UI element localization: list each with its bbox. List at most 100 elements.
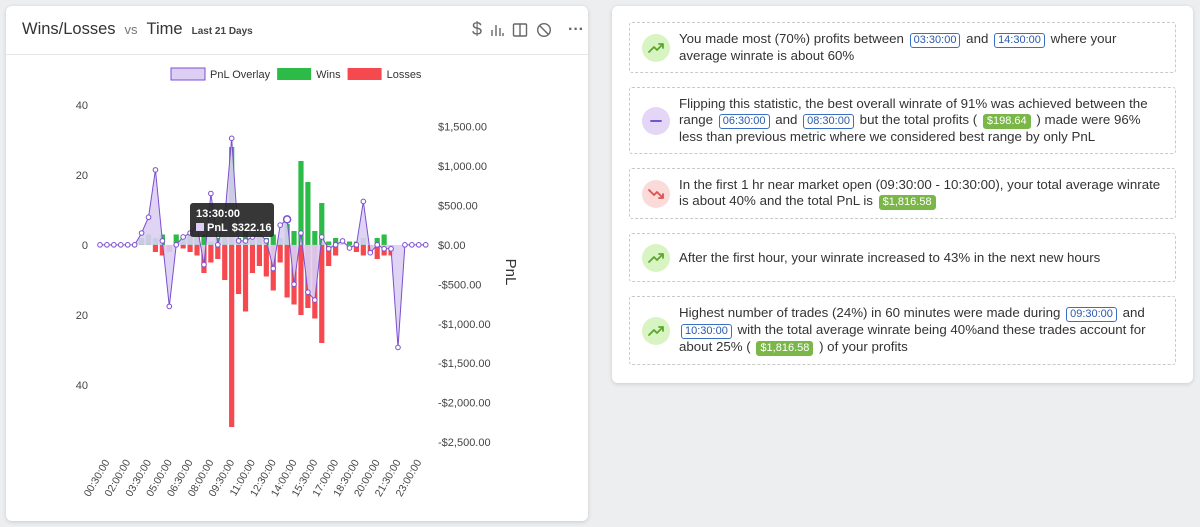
- y2-tick-label: -$1,000.00: [438, 319, 491, 331]
- pnl-marker: [235, 238, 242, 244]
- legend-label: PnL Overlay: [210, 69, 271, 81]
- bar: [173, 234, 179, 245]
- pnl-marker: [117, 242, 124, 248]
- chart-card: 40 20 0 20 40 $1,500.00 $1,000.00 $500.00 $0.00 -…: [6, 6, 588, 521]
- card-header: Wins/Losses vs Time Last 21 Days: [22, 20, 253, 39]
- pnl-marker: [138, 230, 145, 236]
- insight-list: You made most (70%) profits between 03:3…: [629, 22, 1176, 365]
- insight: You made most (70%) profits between 03:3…: [629, 22, 1176, 73]
- toolbar: $ ···: [472, 19, 584, 40]
- y2-tick-label: $0.00: [438, 240, 466, 252]
- bar: [333, 245, 339, 256]
- bar: [270, 234, 276, 245]
- pnl-marker: [305, 289, 311, 295]
- insight-segment: where your average winrate is about 60%: [679, 31, 1117, 63]
- pnl-marker: [312, 297, 318, 303]
- time-badge: 09:30:00: [1066, 307, 1117, 322]
- bar: [180, 245, 186, 249]
- pnl-marker: [173, 242, 180, 248]
- bar: [305, 182, 311, 245]
- legend-label: Wins: [316, 69, 341, 81]
- icon-glyph: [648, 42, 664, 53]
- bar: [152, 245, 159, 252]
- menu-button[interactable]: ···: [568, 20, 584, 38]
- money-badge: $1,816.58: [878, 195, 936, 210]
- pnl-marker: [360, 198, 367, 205]
- tooltip-swatch: [196, 223, 204, 231]
- time-badge: 14:30:00: [994, 33, 1045, 48]
- legend-label: Losses: [387, 69, 422, 81]
- pnl-marker: [159, 238, 166, 244]
- bar: [353, 245, 360, 252]
- bar: [312, 231, 318, 245]
- insight-text: You made most (70%) profits between 03:3…: [679, 31, 1161, 64]
- bar: [222, 245, 228, 280]
- insight-segment: Flipping this statistic, the best overal…: [679, 96, 1148, 127]
- pnl-marker: [395, 344, 401, 351]
- insight-segment: and: [775, 112, 798, 127]
- pnl-marker: [180, 234, 186, 240]
- insight-segment: and: [966, 31, 989, 46]
- y2-tick-label: -$1,500.00: [438, 358, 491, 370]
- legend-swatch: [347, 68, 382, 80]
- bar: [298, 161, 304, 245]
- bar: [208, 245, 214, 263]
- pnl-marker: [325, 245, 332, 252]
- period-label: Last 21 Days: [191, 26, 253, 37]
- tooltip-box: [190, 203, 274, 237]
- y2-tick-label: -$500.00: [438, 279, 481, 291]
- bar-button[interactable]: [490, 22, 504, 38]
- bar: [333, 238, 339, 245]
- insight-segment: In the first 1 hr near market open (09:3…: [679, 177, 1161, 208]
- pnl-marker: [402, 242, 408, 248]
- pnl-marker: [409, 242, 415, 248]
- insight-text: Highest number of trades (24%) in 60 min…: [679, 305, 1161, 356]
- y2-tick-label: $1,500.00: [438, 121, 487, 133]
- time-badge: 10:30:00: [681, 324, 732, 339]
- tooltip-value: $322.16: [232, 222, 272, 234]
- insight-segment: ) of your profits: [819, 339, 908, 354]
- pnl-marker: [388, 245, 394, 252]
- bar: [326, 245, 332, 266]
- insight-text: In the first 1 hr near market open (09:3…: [679, 177, 1161, 210]
- reset-button[interactable]: [536, 22, 552, 38]
- insight-text: Flipping this statistic, the best overal…: [679, 96, 1161, 145]
- y2-tick-label: $1,000.00: [438, 161, 487, 173]
- axis-title: Time: [146, 20, 183, 38]
- pnl-marker: [318, 234, 325, 240]
- bar: [319, 245, 325, 343]
- pnl-marker: [111, 242, 117, 248]
- currency-button[interactable]: $: [472, 19, 483, 39]
- bar: [194, 245, 200, 256]
- pnl-marker: [215, 242, 221, 248]
- bar: [256, 245, 262, 266]
- legend-swatch: [170, 67, 206, 81]
- time-badge: 08:30:00: [803, 114, 854, 129]
- chart-title: Wins/Losses: [22, 20, 116, 38]
- y-tick-label: 40: [76, 100, 88, 112]
- divider: [6, 54, 588, 55]
- y2-tick-label: -$2,000.00: [438, 398, 491, 410]
- bar: [374, 238, 380, 245]
- bar: [277, 245, 283, 263]
- icon-glyph: [650, 119, 662, 122]
- insight: Flipping this statistic, the best overal…: [629, 87, 1176, 154]
- money-badge: $198.64: [982, 114, 1031, 129]
- pnl-marker: [367, 249, 374, 256]
- pnl-marker: [104, 242, 110, 248]
- time-badge: 03:30:00: [909, 33, 961, 48]
- columns-button[interactable]: [512, 22, 528, 38]
- time-badge: 06:30:00: [718, 114, 770, 129]
- insight-segment: You made most (70%) profits between: [679, 31, 904, 46]
- icon-glyph: [648, 325, 664, 336]
- pnl-marker: [291, 281, 297, 288]
- insight: In the first 1 hr near market open (09:3…: [629, 168, 1176, 219]
- tooltip-series: PnL: [207, 222, 228, 234]
- pnl-marker: [263, 238, 270, 244]
- insight-segment: Highest number of trades (24%) in 60 min…: [679, 305, 1061, 320]
- insight: Highest number of trades (24%) in 60 min…: [629, 296, 1176, 365]
- bar: [319, 203, 325, 245]
- pnl-marker: [332, 242, 339, 248]
- insight-segment: and: [1122, 305, 1145, 320]
